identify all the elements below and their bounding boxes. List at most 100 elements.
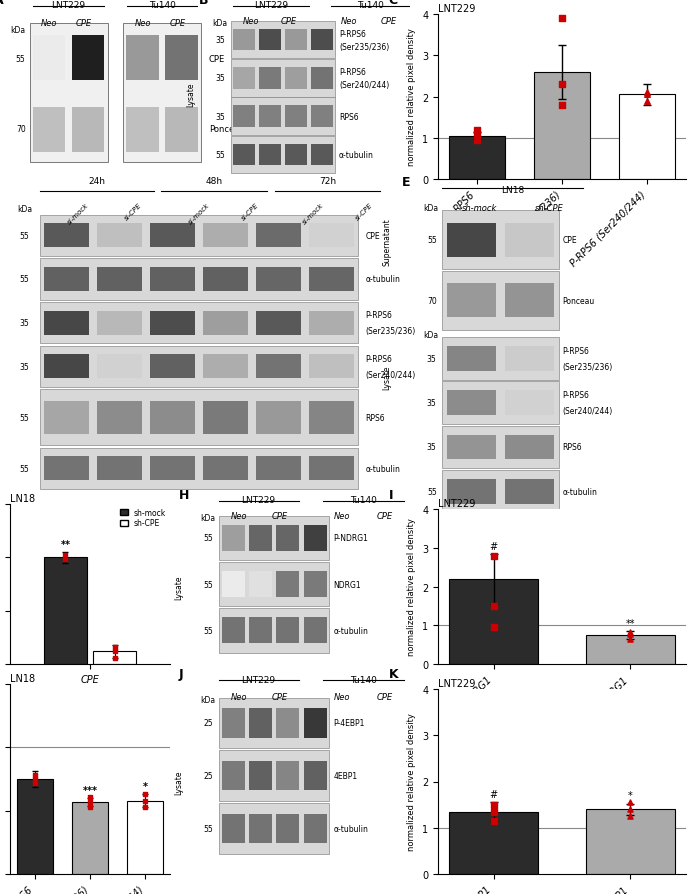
Bar bbox=[72, 802, 108, 874]
Text: kDa: kDa bbox=[10, 26, 26, 35]
Text: 55: 55 bbox=[427, 487, 437, 496]
Text: P-RPS6: P-RPS6 bbox=[365, 311, 392, 320]
Bar bbox=[45, 267, 89, 291]
Text: Supernatant: Supernatant bbox=[382, 218, 391, 266]
Bar bbox=[33, 36, 65, 81]
Bar bbox=[442, 338, 559, 381]
Text: A: A bbox=[0, 0, 4, 6]
Text: 35: 35 bbox=[427, 443, 437, 452]
Bar bbox=[309, 311, 354, 335]
Bar bbox=[304, 761, 327, 790]
Text: 55: 55 bbox=[19, 413, 29, 422]
Bar bbox=[442, 272, 559, 330]
Bar bbox=[150, 457, 195, 481]
Bar bbox=[40, 303, 358, 344]
Bar bbox=[45, 401, 89, 434]
Bar bbox=[233, 144, 255, 166]
Point bbox=[109, 645, 120, 659]
Bar bbox=[285, 30, 307, 51]
Text: si-mock: si-mock bbox=[301, 202, 325, 225]
Bar bbox=[276, 761, 300, 790]
Text: Ponceau: Ponceau bbox=[563, 297, 595, 306]
Text: α-tubulin: α-tubulin bbox=[365, 464, 400, 473]
Bar bbox=[442, 211, 559, 270]
Bar bbox=[150, 355, 195, 379]
Text: CPE: CPE bbox=[365, 232, 380, 240]
Bar bbox=[447, 224, 496, 257]
Text: kDa: kDa bbox=[424, 330, 438, 339]
Text: α-tubulin: α-tubulin bbox=[339, 151, 374, 160]
Bar bbox=[259, 144, 281, 166]
Text: CPE: CPE bbox=[76, 19, 92, 28]
Bar bbox=[126, 107, 159, 153]
Text: 70: 70 bbox=[427, 297, 437, 306]
Y-axis label: normalized relative pixel density: normalized relative pixel density bbox=[407, 713, 416, 850]
Text: H: H bbox=[178, 488, 189, 502]
Bar bbox=[249, 618, 272, 644]
Text: kDa: kDa bbox=[18, 205, 33, 214]
Text: 55: 55 bbox=[427, 236, 437, 245]
Text: P-RPS6: P-RPS6 bbox=[563, 391, 589, 400]
Bar bbox=[40, 448, 358, 489]
Bar bbox=[249, 709, 272, 738]
Bar bbox=[304, 709, 327, 738]
Point bbox=[624, 632, 636, 646]
Bar bbox=[447, 347, 496, 371]
Bar bbox=[249, 814, 272, 843]
Bar bbox=[150, 267, 195, 291]
Text: #: # bbox=[489, 789, 498, 799]
Point bbox=[109, 640, 120, 654]
Text: Neo: Neo bbox=[230, 692, 247, 701]
Bar bbox=[97, 267, 142, 291]
Bar bbox=[40, 259, 358, 300]
Point bbox=[488, 549, 499, 563]
Text: CPE: CPE bbox=[377, 692, 393, 701]
Text: α-tubulin: α-tubulin bbox=[563, 487, 597, 496]
Text: Tu140: Tu140 bbox=[350, 675, 377, 684]
Text: 35: 35 bbox=[216, 113, 225, 122]
Bar bbox=[309, 401, 354, 434]
Text: *: * bbox=[142, 781, 148, 791]
Bar bbox=[233, 30, 255, 51]
Bar bbox=[71, 36, 104, 81]
Text: I: I bbox=[389, 489, 393, 502]
Text: kDa: kDa bbox=[212, 19, 227, 28]
Bar bbox=[620, 96, 675, 180]
Point bbox=[624, 796, 636, 810]
Point bbox=[139, 794, 150, 808]
Bar bbox=[97, 457, 142, 481]
Bar bbox=[276, 571, 300, 597]
Text: Neo: Neo bbox=[134, 19, 151, 28]
Bar bbox=[442, 382, 559, 425]
Text: Neo: Neo bbox=[41, 19, 57, 28]
Bar bbox=[45, 355, 89, 379]
Text: LN18: LN18 bbox=[10, 673, 35, 683]
Text: 25: 25 bbox=[203, 772, 213, 780]
Text: CPE: CPE bbox=[169, 19, 186, 28]
Text: ***: *** bbox=[83, 785, 97, 795]
Point bbox=[624, 809, 636, 823]
Point bbox=[624, 802, 636, 816]
Bar bbox=[219, 608, 329, 653]
Bar bbox=[256, 224, 300, 248]
Bar bbox=[249, 761, 272, 790]
Text: 35: 35 bbox=[19, 319, 29, 328]
Point bbox=[471, 123, 482, 138]
Text: 35: 35 bbox=[216, 74, 225, 83]
Text: LNT229: LNT229 bbox=[241, 495, 275, 504]
Point bbox=[139, 787, 150, 801]
Point bbox=[471, 127, 482, 141]
Text: *: * bbox=[628, 790, 633, 800]
Bar bbox=[285, 106, 307, 128]
Text: α-tubulin: α-tubulin bbox=[365, 275, 400, 284]
Point bbox=[85, 800, 96, 814]
Bar bbox=[150, 311, 195, 335]
Text: NDRG1: NDRG1 bbox=[333, 580, 361, 589]
Text: Lysate: Lysate bbox=[174, 575, 183, 599]
Point bbox=[624, 627, 636, 641]
Text: P-NDRG1: P-NDRG1 bbox=[333, 534, 368, 543]
Bar bbox=[33, 107, 65, 153]
Bar bbox=[259, 106, 281, 128]
Point bbox=[556, 98, 568, 113]
Text: Neo: Neo bbox=[243, 17, 259, 26]
